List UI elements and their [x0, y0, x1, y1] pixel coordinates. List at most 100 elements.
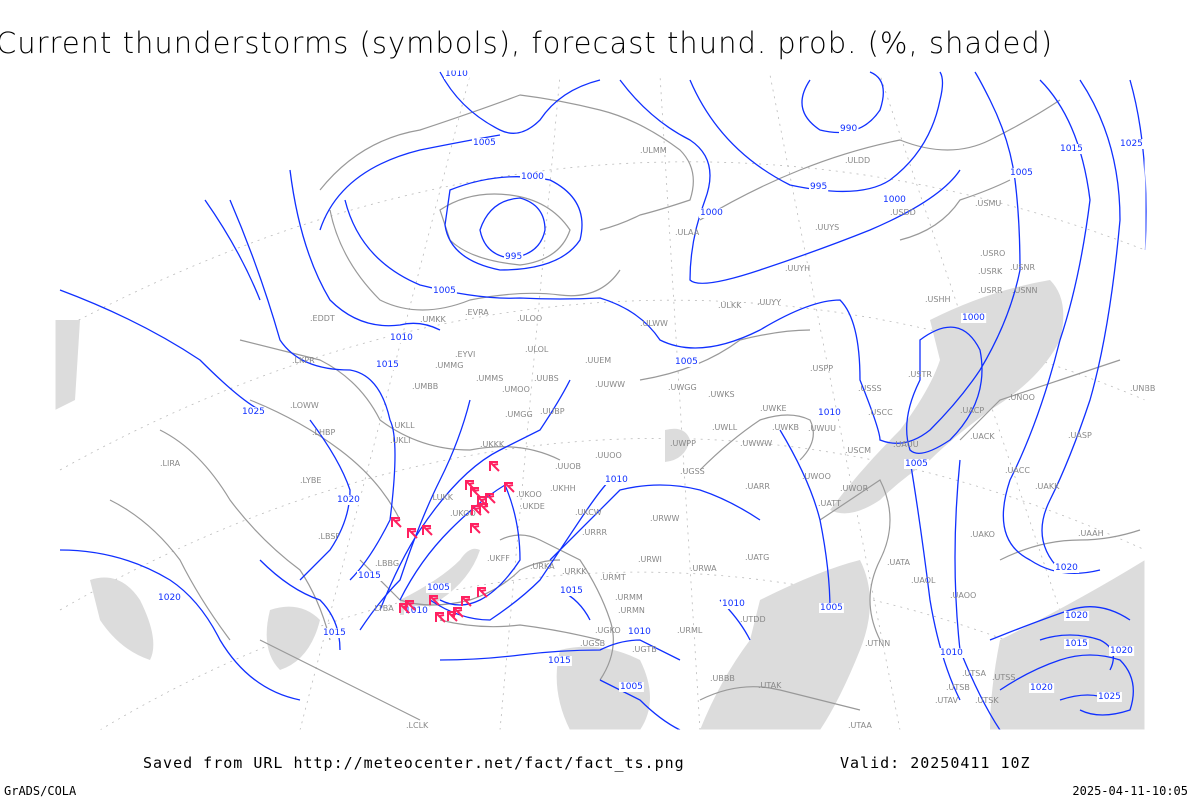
isobar-label: 1015 [323, 628, 346, 638]
isobar-label: 1015 [1065, 639, 1088, 649]
station-label: .UBBB [710, 674, 735, 683]
isobar-label-bg [1109, 646, 1135, 656]
station-label: .EVRA [465, 308, 489, 317]
station-label: .UKLL [392, 421, 415, 430]
station-label: .ULDD [845, 156, 870, 165]
station-label: .UMKK [420, 315, 447, 324]
station-label: .LCLK [406, 721, 429, 730]
station-label: .UGTB [632, 645, 657, 654]
isobar-label: 1010 [818, 408, 841, 418]
isobar-label: 1010 [445, 69, 468, 79]
station-label: .UAAH [1078, 529, 1104, 538]
station-label: .USTR [908, 370, 932, 379]
isobar-label: 1000 [700, 208, 723, 218]
isobar-contours [59, 71, 1147, 731]
thunderstorm-symbol [477, 587, 488, 598]
isobar-label: 1005 [433, 286, 456, 296]
station-label: .LIRA [160, 459, 181, 468]
software-credit: GrADS/COLA [4, 784, 77, 798]
thunderstorm-symbol [407, 528, 418, 539]
thunderstorm-symbol [479, 503, 490, 514]
station-label: .USRO [980, 249, 1005, 258]
map-title: Current thunderstorms (symbols), forecas… [0, 26, 1054, 60]
isobar-label-bg [819, 603, 844, 613]
isobar-label: 1010 [390, 333, 413, 343]
station-label: .URWI [638, 555, 662, 564]
station-label: .UACP [960, 406, 984, 415]
station-label: .UATG [745, 553, 769, 562]
station-label: .UATA [887, 558, 911, 567]
isobar-label-bg [241, 407, 266, 417]
station-label: .UWWW [740, 439, 772, 448]
isobar-label-bg [1059, 144, 1084, 154]
isobar-label: 1025 [1120, 139, 1143, 149]
thunderstorm-symbol [447, 611, 458, 622]
station-label: .UAKO [970, 530, 995, 539]
station-label: .UTAK [758, 681, 782, 690]
isobar-label: 1000 [883, 195, 906, 205]
station-label: .ULOL [525, 345, 549, 354]
isobar-label-bg [547, 656, 572, 666]
isobar-label: 1020 [337, 495, 360, 505]
map-frame [54, 69, 1146, 731]
station-label: .UAOO [950, 591, 976, 600]
station-label: .USDD [890, 208, 916, 217]
station-label: .USSS [858, 384, 882, 393]
station-label: .UMBB [412, 382, 438, 391]
isobar-label-bg [520, 172, 546, 182]
isobar-label-bg [1119, 139, 1144, 149]
source-url-note: Saved from URL http://meteocenter.net/fa… [143, 754, 685, 772]
isobar-label: 1005 [905, 459, 928, 469]
station-label: .USNN [1012, 286, 1037, 295]
station-label: .LOWW [290, 401, 319, 410]
station-label: .UKOO [450, 509, 476, 518]
isobar-label: 1010 [722, 599, 745, 609]
isobar-label-bg [426, 583, 451, 593]
thunderstorm-symbol [461, 596, 472, 607]
station-label: .UWGG [668, 383, 697, 392]
station-label: .UAUU [893, 440, 919, 449]
station-label: .UWPP [670, 439, 696, 448]
isobar-label: 990 [840, 124, 857, 134]
station-label: .UUWW [595, 380, 625, 389]
thunderstorm-symbol [504, 482, 515, 493]
isobar-label: 1000 [962, 313, 985, 323]
isobar-label-bg [504, 252, 524, 262]
isobar-label-bg [721, 599, 747, 609]
isobar-label: 1005 [473, 138, 496, 148]
isobar-label-bg [817, 408, 843, 418]
isobar-label: 1005 [427, 583, 450, 593]
station-label: .URML [677, 626, 703, 635]
isobar-label: 1025 [1098, 692, 1121, 702]
isobar-label: 1020 [1065, 611, 1088, 621]
isobar-label-bg [322, 628, 347, 638]
isobar-label-bg [444, 69, 470, 79]
thunderstorm-symbol [470, 487, 481, 498]
station-label: .USRK [978, 267, 1003, 276]
isobar-label-bg [904, 459, 929, 469]
station-label: .ULAA [675, 228, 700, 237]
station-label: .USPP [810, 364, 833, 373]
station-label: .URKA [530, 562, 555, 571]
isobar-label: 1010 [628, 627, 651, 637]
isobar-label-bg [1054, 563, 1080, 573]
isobar-label: 1015 [376, 360, 399, 370]
station-label: .URKK [562, 567, 587, 576]
station-label: .UMMS [476, 374, 503, 383]
thunderstorm-symbol [422, 525, 433, 536]
station-label: .UTSK [975, 696, 999, 705]
isobar-label: 1005 [1010, 168, 1033, 178]
station-label: .UUYY [757, 298, 781, 307]
station-label: .UNBB [1130, 384, 1155, 393]
isobar-label: 1010 [940, 648, 963, 658]
isobar-label: 1015 [548, 656, 571, 666]
station-label: .UWUU [808, 424, 836, 433]
isobar-label: 1015 [1060, 144, 1083, 154]
isobar-label: 1020 [158, 593, 181, 603]
station-label: .UKFF [487, 554, 510, 563]
station-label: .UTSB [946, 683, 970, 692]
station-label: .UACC [1005, 466, 1030, 475]
station-label: .LYBE [300, 476, 321, 485]
station-label: .UTSA [962, 669, 987, 678]
